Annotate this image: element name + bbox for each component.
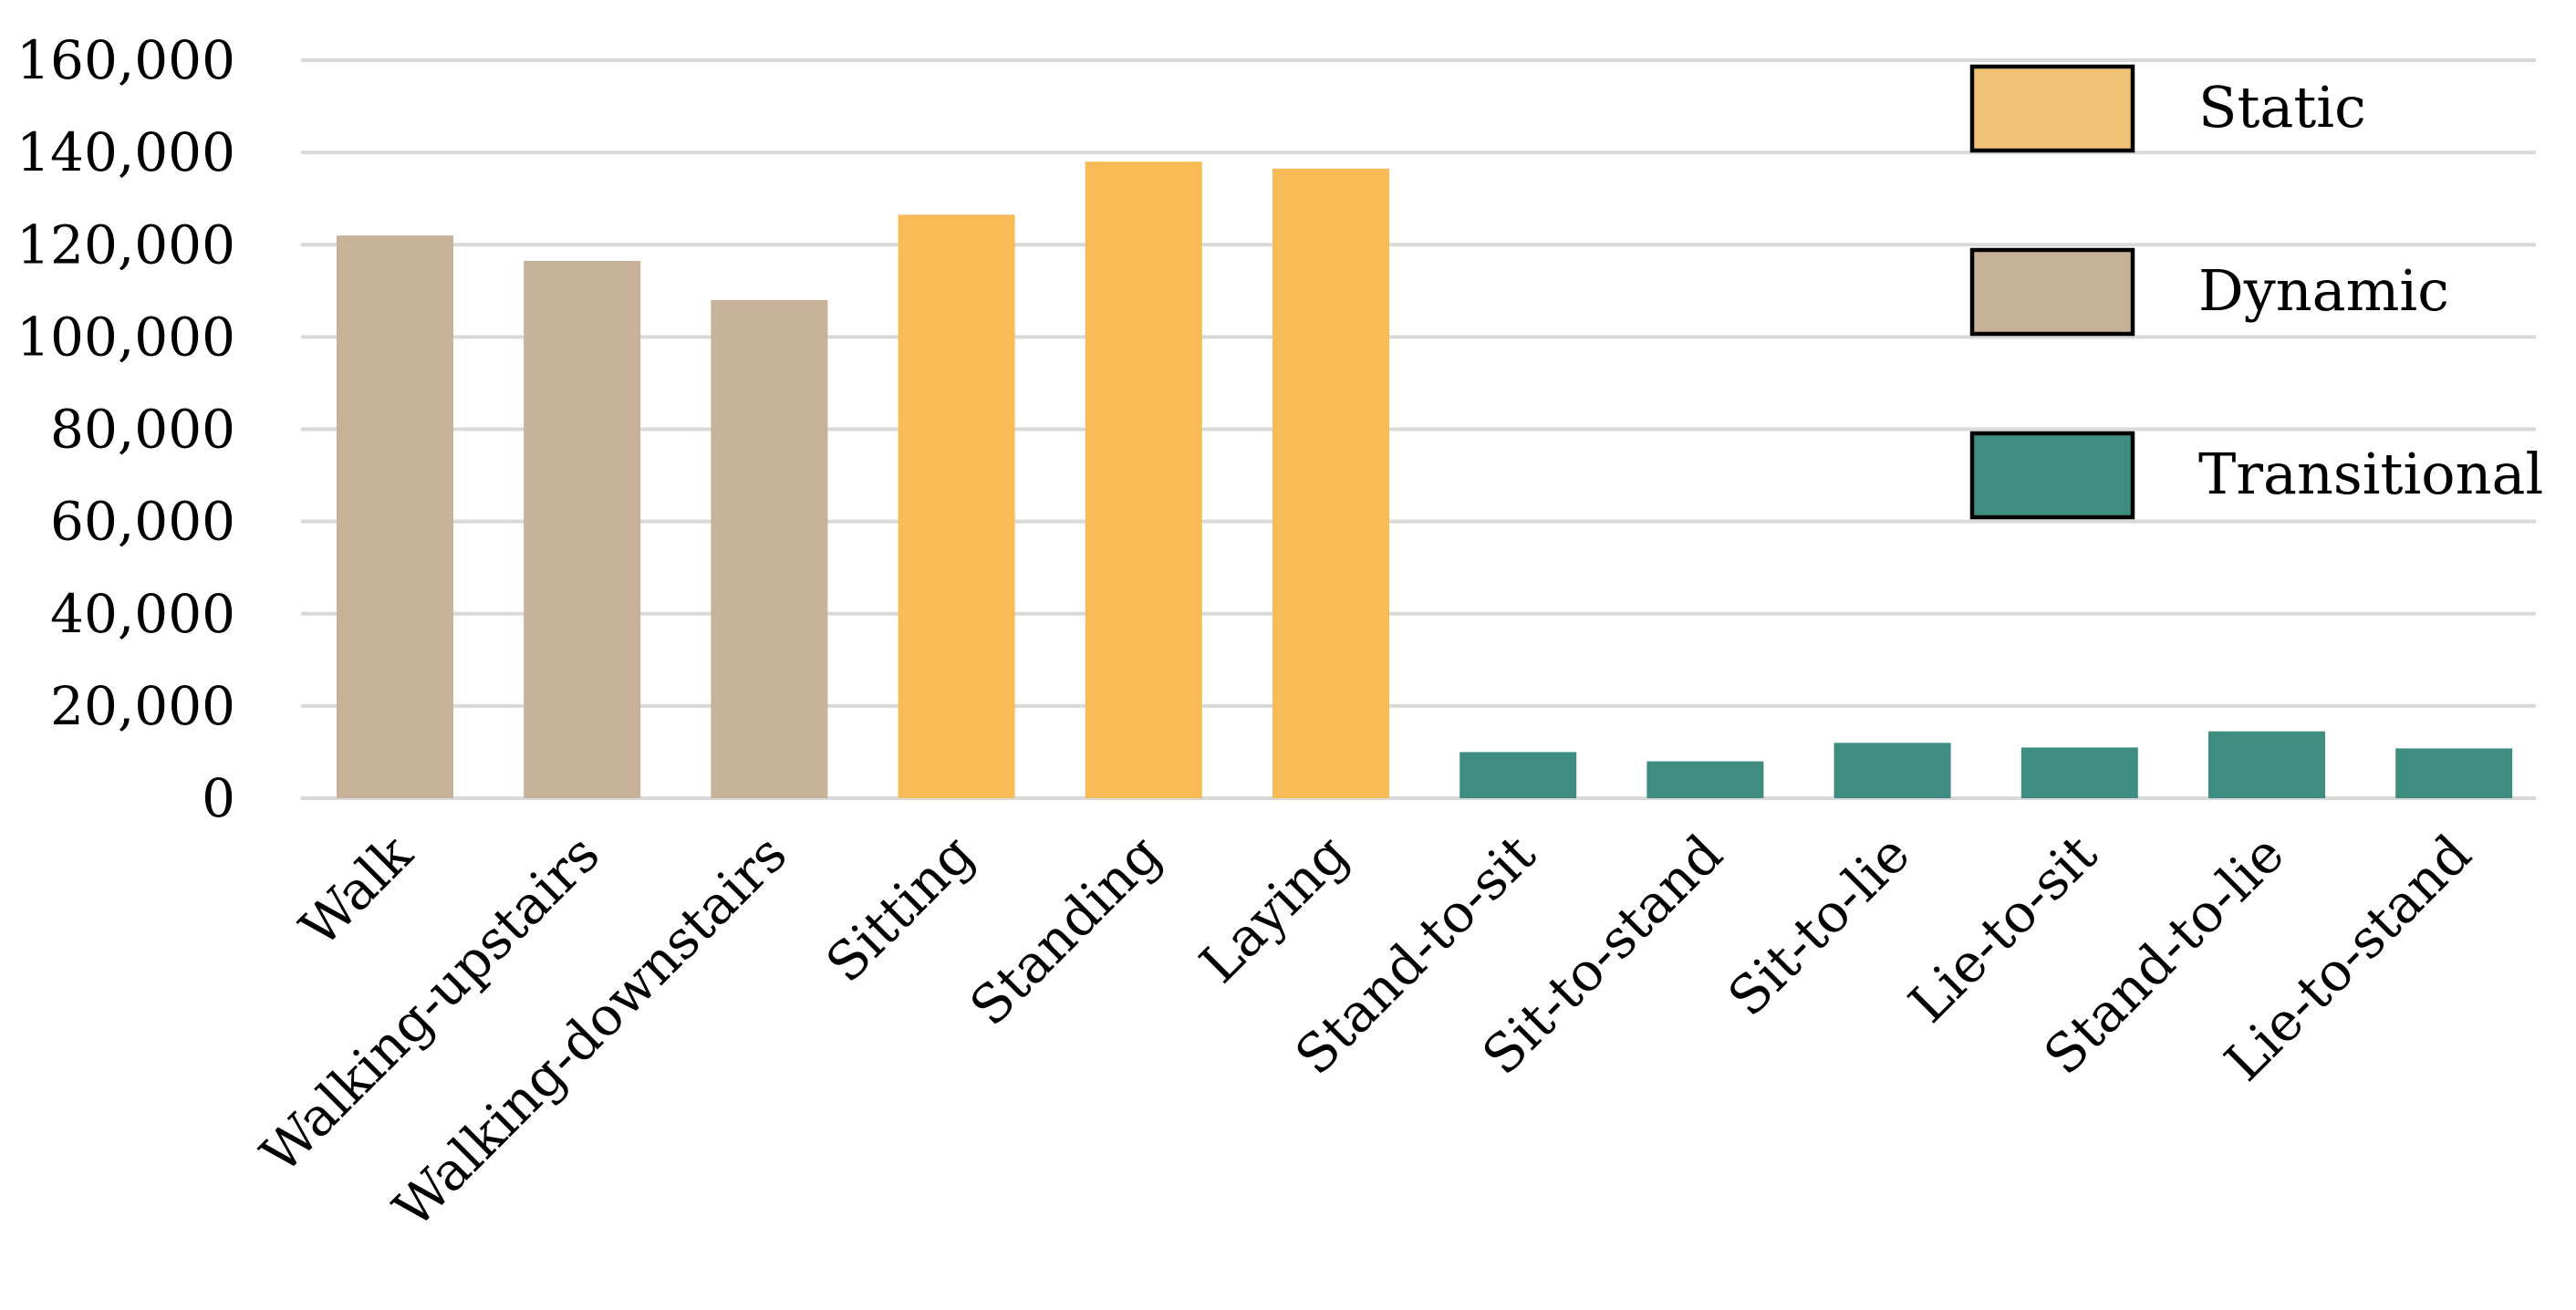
y-tick-label: 160,000 <box>16 29 235 91</box>
legend-label-static: Static <box>2198 74 2366 140</box>
legend-swatch-transitional <box>1969 431 2135 520</box>
bar-standing <box>1085 161 1202 799</box>
y-tick-label: 120,000 <box>16 213 235 276</box>
bar-stand-to-lie <box>2208 731 2325 798</box>
x-tick-label: Walk <box>288 822 425 959</box>
y-axis-tick-labels: 0 20,000 40,000 60,000 80,000 100,000 120,000 1… <box>16 29 235 829</box>
bar-lie-to-sit <box>2020 747 2138 798</box>
y-tick-label: 80,000 <box>50 399 235 461</box>
y-tick-label: 0 <box>202 767 235 829</box>
x-tick-label: Sit-to-lie <box>1716 823 1921 1028</box>
legend-swatch-static <box>1969 64 2135 153</box>
y-tick-label: 100,000 <box>16 306 235 368</box>
legend-label-dynamic: Dynamic <box>2198 257 2449 324</box>
bar-walking-downstairs <box>711 299 828 798</box>
y-tick-label: 60,000 <box>50 491 235 553</box>
bar-sit-to-stand <box>1646 761 1764 798</box>
y-tick-label: 40,000 <box>50 583 235 645</box>
bar-walk <box>337 235 453 798</box>
x-tick-label: Walking-upstairs <box>249 823 611 1185</box>
x-tick-label: Laying <box>1188 823 1360 995</box>
y-tick-label: 20,000 <box>50 675 235 737</box>
legend: Static Dynamic Transitional <box>1969 64 2543 520</box>
bar-sitting <box>898 214 1015 798</box>
grid-lines <box>301 58 2536 800</box>
bar-sit-to-lie <box>1833 743 1951 798</box>
bar-stand-to-sit <box>1459 752 1577 798</box>
bar-walking-upstairs <box>524 260 641 798</box>
bar-laying <box>1272 168 1389 798</box>
bar-lie-to-stand <box>2395 748 2513 798</box>
legend-label-transitional: Transitional <box>2198 441 2543 507</box>
x-tick-label: Standing <box>958 823 1173 1038</box>
bars <box>337 161 2513 799</box>
x-tick-label: Sitting <box>814 823 985 994</box>
y-tick-label: 140,000 <box>16 121 235 183</box>
legend-swatch-dynamic <box>1969 247 2135 337</box>
